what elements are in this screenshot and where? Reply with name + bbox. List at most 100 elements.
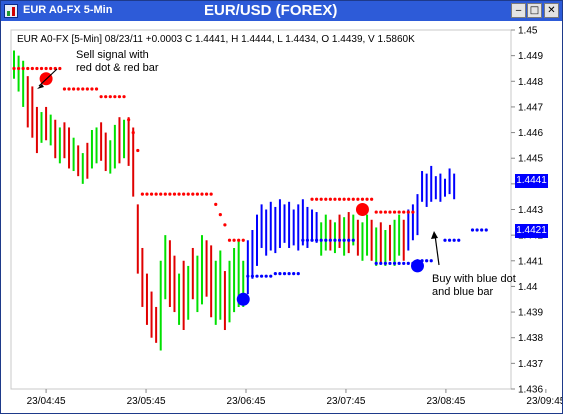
buy-stop-dot	[457, 238, 461, 242]
y-tick-label: 1.449	[518, 51, 543, 62]
sell-stop-dot	[374, 210, 378, 214]
buy-stop-dot	[250, 274, 255, 278]
x-tick-label: 23/06:45	[227, 396, 266, 407]
buy-stop-dot	[259, 274, 264, 278]
sell-stop-dot	[44, 66, 48, 71]
current-price-tag: 1.4441	[515, 174, 548, 188]
buy-stop-dot	[480, 228, 484, 232]
sell-stop-dot	[365, 197, 369, 201]
sell-stop-dot	[241, 238, 245, 242]
sell-stop-dot	[379, 210, 383, 214]
sell-stop-dot	[67, 87, 71, 91]
stop-price-tag: 1.4421	[515, 224, 548, 238]
sell-stop-dot	[402, 210, 406, 214]
buy-stop-dot	[305, 238, 310, 242]
sell-annotation-line-1: Sell signal with	[76, 49, 149, 61]
buy-stop-dot	[402, 261, 406, 265]
sell-stop-dot	[76, 87, 80, 91]
sell-stop-dot	[39, 66, 44, 71]
sell-stop-dot	[85, 87, 89, 91]
buy-stop-dot	[383, 261, 387, 265]
sell-stop-dot	[104, 95, 108, 99]
buy-stop-dot	[310, 238, 314, 242]
buy-stop-dot	[484, 228, 488, 232]
sell-stop-dot	[214, 202, 218, 206]
sell-stop-dot	[168, 192, 172, 196]
sell-stop-dot	[204, 192, 209, 196]
minimize-button[interactable]: ‒	[511, 3, 526, 18]
sell-stop-dot	[356, 197, 360, 201]
buy-signal-circle	[236, 292, 250, 306]
sell-stop-dot	[154, 192, 158, 196]
buy-stop-dot	[447, 238, 452, 242]
sell-stop-dot	[62, 87, 67, 91]
buy-signal-annotation: Buy with blue dot and blue bar	[432, 273, 516, 299]
y-axis-labels: 1.451.4491.4481.4471.4461.4451.4441.4431…	[518, 26, 543, 396]
buy-stop-dot	[273, 272, 277, 276]
buy-stop-dot	[246, 274, 250, 278]
buy-stop-dot	[397, 261, 401, 265]
sell-stop-dot	[411, 210, 415, 214]
y-tick-label: 1.45	[518, 26, 538, 37]
y-tick-label: 1.445	[518, 154, 543, 165]
buy-stop-dot	[324, 238, 328, 242]
title-bar[interactable]: EUR A0-FX 5-Min EUR/USD (FOREX) ‒ □ ✕	[1, 1, 562, 21]
info-line: EUR A0-FX [5-Min] 08/23/11 +0.0003 C 1.4…	[17, 34, 415, 45]
buy-stop-dot	[282, 272, 287, 276]
sell-stop-dot	[94, 87, 99, 91]
sell-stop-dot	[310, 197, 314, 201]
sell-stop-dot	[136, 148, 140, 153]
buy-stop-dot	[347, 238, 351, 242]
sell-stop-dot	[328, 197, 332, 201]
buy-stop-dot	[319, 238, 323, 242]
buy-stop-dot	[292, 272, 296, 276]
sell-stop-dot	[177, 192, 181, 196]
buy-stop-dot	[443, 238, 447, 242]
x-tick-label: 23/08:45	[426, 396, 465, 407]
buy-annotation-line-2: and blue bar	[432, 286, 494, 298]
sell-stop-dot	[223, 223, 227, 227]
y-tick-label: 1.447	[518, 102, 543, 113]
price-bars	[13, 50, 456, 351]
sell-signal-circle	[355, 203, 369, 216]
x-tick-label: 23/07:45	[326, 396, 365, 407]
sell-stop-dot	[200, 192, 204, 196]
buy-stop-dot	[351, 238, 355, 242]
sell-stop-dot	[186, 192, 190, 196]
sell-arrowhead	[37, 84, 44, 89]
sell-stop-dot	[209, 192, 213, 196]
x-axis-labels: 23/04:45 23/05:45 23/06:45 23/07:45 23/08:45…	[27, 389, 562, 407]
sell-stop-dot	[392, 210, 397, 214]
buy-stop-dot	[269, 274, 273, 278]
y-tick-label: 1.448	[518, 77, 543, 88]
sell-stop-dot	[232, 238, 236, 242]
y-tick-label: 1.439	[518, 308, 543, 319]
buy-stop-dot	[278, 272, 282, 276]
sell-stop-dot	[16, 66, 21, 71]
buy-stop-dot	[296, 272, 300, 276]
buy-stop-dot	[406, 261, 410, 265]
sell-stop-dot	[149, 192, 154, 196]
buy-stop-dot	[287, 272, 291, 276]
sell-stop-dot	[388, 210, 392, 214]
sell-stop-dot	[26, 66, 30, 71]
close-button[interactable]: ✕	[544, 3, 559, 18]
sell-stop-dot	[12, 66, 16, 71]
sell-stop-dot	[347, 197, 351, 201]
sell-stop-dot	[81, 87, 85, 91]
maximize-button[interactable]: □	[527, 3, 542, 18]
sell-stop-dot	[370, 197, 374, 201]
y-tick-label: 1.437	[518, 359, 543, 370]
sell-stop-dot	[319, 197, 323, 201]
y-tick-label: 1.441	[518, 256, 543, 267]
sell-stop-dot	[218, 213, 222, 217]
price-chart[interactable]: 1.451.4491.4481.4471.4461.4451.4441.4431…	[1, 21, 562, 413]
sell-stop-dot	[30, 66, 34, 71]
buy-stop-dot	[264, 274, 268, 278]
sell-stop-dot	[58, 66, 62, 71]
buy-stop-dot	[374, 261, 378, 265]
buy-stop-dot	[328, 238, 332, 242]
sell-signal-annotation: Sell signal with red dot & red bar	[76, 49, 159, 75]
y-tick-label: 1.443	[518, 205, 543, 216]
